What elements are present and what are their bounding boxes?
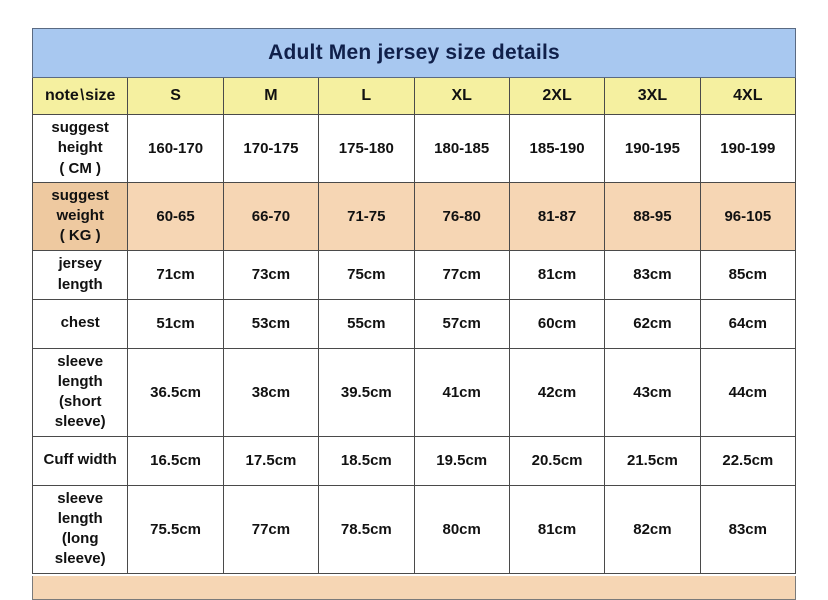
- row-label: suggest weight ( KG ): [31, 181, 129, 251]
- table-cell: 36.5cm: [127, 347, 224, 437]
- size-chart-container: Adult Men jersey size details note\size …: [31, 28, 797, 600]
- table-cell: 71cm: [127, 249, 224, 300]
- table-cell: 62cm: [604, 298, 701, 349]
- table-cell: 75cm: [318, 249, 415, 300]
- note-size-header-cell: note\size: [31, 77, 129, 115]
- table-cell: 83cm: [604, 249, 701, 300]
- footer-strip: [32, 575, 796, 600]
- table-row: Cuff width 16.5cm 17.5cm 18.5cm 19.5cm 20.5cm…: [31, 435, 797, 486]
- row-label-line-2: ( CM ): [59, 159, 102, 177]
- table-cell: 43cm: [604, 347, 701, 437]
- table-cell: 57cm: [413, 298, 510, 349]
- table-cell: 39.5cm: [318, 347, 415, 437]
- table-header-row: note\size S M L XL 2XL 3XL 4XL: [31, 77, 797, 115]
- table-cell: 22.5cm: [699, 435, 797, 486]
- row-label: Cuff width: [31, 435, 129, 486]
- table-cell: 190-195: [604, 114, 701, 183]
- row-label-line-1: suggest height: [51, 119, 109, 157]
- table-cell: 96-105: [699, 181, 797, 251]
- row-label-line-1: suggest weight: [51, 186, 109, 224]
- table-cell: 60cm: [508, 298, 606, 349]
- table-cell: 73cm: [222, 249, 320, 300]
- column-header-4xl: 4XL: [699, 77, 797, 115]
- table-cell: 83cm: [699, 484, 797, 574]
- table-row: suggest weight ( KG ) 60-65 66-70 71-75 76-80…: [31, 181, 797, 251]
- size-label: size: [85, 87, 116, 104]
- table-cell: 81cm: [508, 249, 606, 300]
- column-header-3xl: 3XL: [604, 77, 701, 115]
- column-header-2xl: 2XL: [508, 77, 606, 115]
- row-label: sleeve length (long sleeve): [31, 484, 129, 574]
- table-cell: 51cm: [127, 298, 224, 349]
- table-cell: 77cm: [413, 249, 510, 300]
- table-cell: 55cm: [318, 298, 415, 349]
- column-header-xl: XL: [413, 77, 510, 115]
- table-cell: 88-95: [604, 181, 701, 251]
- row-label: chest: [31, 298, 129, 349]
- table-cell: 175-180: [318, 114, 415, 183]
- table-cell: 19.5cm: [413, 435, 510, 486]
- table-cell: 44cm: [699, 347, 797, 437]
- table-cell: 82cm: [604, 484, 701, 574]
- table-cell: 180-185: [413, 114, 510, 183]
- table-cell: 66-70: [222, 181, 320, 251]
- table-cell: 71-75: [318, 181, 415, 251]
- page-title: Adult Men jersey size details: [32, 28, 796, 78]
- table-cell: 53cm: [222, 298, 320, 349]
- size-details-table: Adult Men jersey size details note\size …: [31, 28, 797, 574]
- table-cell: 42cm: [508, 347, 606, 437]
- table-cell: 17.5cm: [222, 435, 320, 486]
- row-label-line-2: ( KG ): [59, 227, 101, 245]
- column-header-l: L: [318, 77, 415, 115]
- table-cell: 16.5cm: [127, 435, 224, 486]
- column-header-s: S: [127, 77, 224, 115]
- table-cell: 60-65: [127, 181, 224, 251]
- table-cell: 170-175: [222, 114, 320, 183]
- table-cell: 41cm: [413, 347, 510, 437]
- table-body: Adult Men jersey size details note\size …: [31, 28, 797, 574]
- table-cell: 80cm: [413, 484, 510, 574]
- row-label-line-1: sleeve length: [57, 352, 104, 390]
- row-label-line-2: (short sleeve): [54, 393, 106, 431]
- table-cell: 81cm: [508, 484, 606, 574]
- row-label: sleeve length (short sleeve): [31, 347, 129, 437]
- column-header-m: M: [222, 77, 320, 115]
- row-label: suggest height ( CM ): [31, 114, 129, 183]
- table-row: chest 51cm 53cm 55cm 57cm 60cm 62cm 64cm: [31, 298, 797, 349]
- table-row: sleeve length (short sleeve) 36.5cm 38cm 39.…: [31, 347, 797, 437]
- table-cell: 64cm: [699, 298, 797, 349]
- table-row: sleeve length (long sleeve) 75.5cm 77cm 78.5…: [31, 484, 797, 574]
- row-label-line-2: (long sleeve): [54, 530, 106, 568]
- table-title-row: Adult Men jersey size details: [32, 28, 796, 78]
- row-label: jersey length: [31, 249, 129, 300]
- table-cell: 38cm: [222, 347, 320, 437]
- table-cell: 76-80: [413, 181, 510, 251]
- table-cell: 85cm: [699, 249, 797, 300]
- table-cell: 77cm: [222, 484, 320, 574]
- table-cell: 190-199: [699, 114, 797, 183]
- table-cell: 20.5cm: [508, 435, 606, 486]
- table-cell: 185-190: [508, 114, 606, 183]
- row-label-line-1: sleeve length: [57, 489, 104, 527]
- backslash-icon: \: [79, 87, 84, 104]
- table-cell: 75.5cm: [127, 484, 224, 574]
- table-cell: 81-87: [508, 181, 606, 251]
- table-row: suggest height ( CM ) 160-170 170-175 175-18…: [31, 114, 797, 183]
- note-label: note: [44, 87, 79, 104]
- table-cell: 18.5cm: [318, 435, 415, 486]
- table-cell: 21.5cm: [604, 435, 701, 486]
- table-cell: 160-170: [127, 114, 224, 183]
- table-cell: 78.5cm: [318, 484, 415, 574]
- table-row: jersey length 71cm 73cm 75cm 77cm 81cm 83cm 85c…: [31, 249, 797, 300]
